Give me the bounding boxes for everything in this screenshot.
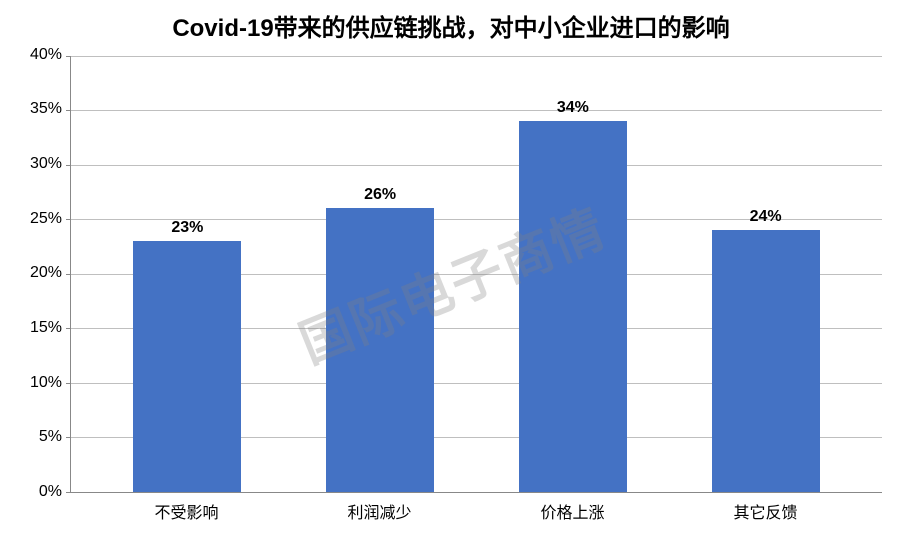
bar-value-label: 23% bbox=[171, 219, 203, 237]
x-axis: 不受影响利润减少价格上涨其它反馈 bbox=[70, 493, 882, 523]
bar bbox=[133, 241, 241, 492]
y-tick-mark bbox=[66, 492, 71, 493]
x-tick-label: 利润减少 bbox=[283, 493, 476, 523]
bar-value-label: 34% bbox=[557, 99, 589, 117]
bar-group: 23% bbox=[91, 56, 284, 492]
y-tick-label: 15% bbox=[30, 319, 62, 337]
bars-row: 23% 26% 34% 24% bbox=[71, 56, 882, 492]
plot-area: 23% 26% 34% 24% 不受影响利润减少价格上涨其它反馈 bbox=[70, 56, 882, 523]
bar-value-label: 24% bbox=[750, 208, 782, 226]
bar-group: 26% bbox=[284, 56, 477, 492]
bar bbox=[712, 230, 820, 492]
x-tick-label: 不受影响 bbox=[90, 493, 283, 523]
y-tick-label: 10% bbox=[30, 374, 62, 392]
x-tick-label: 价格上涨 bbox=[476, 493, 669, 523]
y-tick-label: 0% bbox=[39, 483, 62, 501]
y-tick-label: 20% bbox=[30, 264, 62, 282]
bar-value-label: 26% bbox=[364, 186, 396, 204]
y-tick-label: 25% bbox=[30, 210, 62, 228]
chart-container: Covid-19带来的供应链挑战，对中小企业进口的影响 40% 35% 30% … bbox=[0, 0, 902, 543]
y-tick-label: 5% bbox=[39, 428, 62, 446]
plot-wrap: 40% 35% 30% 25% 20% 15% 10% 5% 0% bbox=[20, 56, 882, 523]
chart-title: Covid-19带来的供应链挑战，对中小企业进口的影响 bbox=[20, 12, 882, 46]
y-axis: 40% 35% 30% 25% 20% 15% 10% 5% 0% bbox=[20, 56, 70, 523]
bar-group: 24% bbox=[669, 56, 862, 492]
bar-group: 34% bbox=[477, 56, 670, 492]
y-tick-label: 35% bbox=[30, 100, 62, 118]
bar bbox=[326, 208, 434, 492]
bar bbox=[519, 121, 627, 492]
x-tick-label: 其它反馈 bbox=[669, 493, 862, 523]
grid-and-bars: 23% 26% 34% 24% bbox=[70, 56, 882, 493]
y-tick-label: 40% bbox=[30, 46, 62, 64]
y-tick-label: 30% bbox=[30, 155, 62, 173]
